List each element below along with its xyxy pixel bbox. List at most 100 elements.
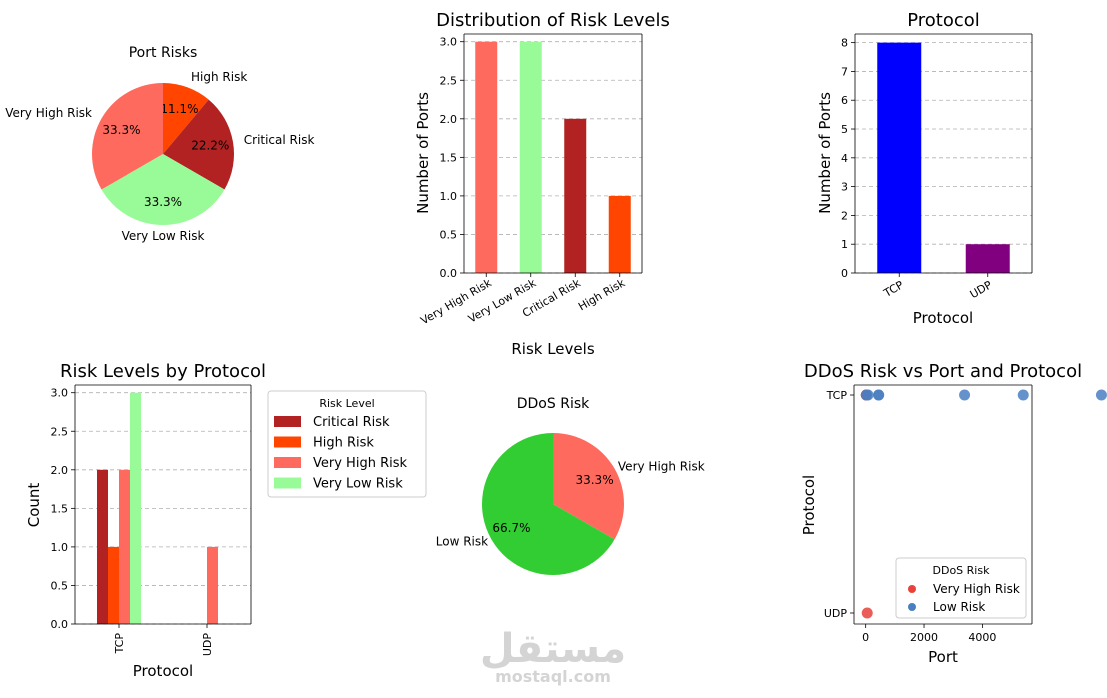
bar: [207, 546, 218, 624]
y-tick-label: 0.5: [440, 228, 458, 241]
chart-title: Distribution of Risk Levels: [436, 10, 670, 31]
y-tick-label: 1.0: [440, 190, 458, 203]
x-tick-label: Very High Risk: [418, 276, 494, 327]
x-tick-label: 2000: [910, 631, 938, 644]
bar: [877, 42, 922, 274]
legend-swatch: [274, 457, 301, 468]
y-tick-label: 8: [841, 37, 848, 50]
chart-port_risks: High Risk 11.1% Critical Risk 22.2% Very Low…: [5, 45, 314, 243]
legend-marker: [908, 585, 916, 593]
x-tick-label: UDP: [968, 278, 995, 301]
y-tick-label: 1.0: [51, 541, 69, 554]
y-tick-label: 2.0: [51, 464, 69, 477]
scatter-point: [873, 389, 885, 401]
chart-ddos_risk: Very High Risk 33.3% Low Risk 66.7% DDoS Ris…: [436, 396, 705, 575]
x-tick-label: TCP: [113, 633, 126, 655]
x-tick-label: 4000: [968, 631, 996, 644]
legend-label: Very Low Risk: [313, 477, 403, 492]
bar: [97, 469, 108, 624]
y-tick-label: 2.0: [440, 113, 458, 126]
legend-title: Risk Level: [319, 397, 374, 410]
pie-slice: [163, 99, 234, 190]
x-axis-label: Protocol: [133, 662, 193, 680]
chart-title: Protocol: [907, 10, 980, 31]
legend-label: Low Risk: [933, 600, 985, 614]
pie-slice: [101, 154, 225, 225]
chart-title: DDoS Risk: [517, 396, 590, 412]
y-axis-label: Count: [25, 483, 43, 528]
chart-ddos_scatter: 0 2000 4000 TCP UDP DDoS Risk vs Port and Pro…: [800, 361, 1107, 666]
pie-slice-label: Very Low Risk: [122, 229, 205, 243]
pie-percent-label: 66.7%: [492, 521, 530, 535]
chart-title: Port Risks: [129, 45, 198, 61]
pie-percent-label: 22.2%: [191, 139, 229, 153]
pie-slice: [92, 83, 163, 190]
bar: [519, 41, 542, 273]
legend-label: Critical Risk: [313, 415, 390, 430]
y-tick-label: 1.5: [440, 151, 458, 164]
scatter-point: [861, 607, 873, 619]
legend: Risk Level Critical Risk High Risk Very Hig…: [267, 390, 427, 498]
pie-slice-label: Critical Risk: [244, 133, 315, 147]
y-tick-label: 2.5: [51, 425, 69, 438]
pie-slice-label: Very High Risk: [618, 459, 705, 473]
chart-title: DDoS Risk vs Port and Protocol: [804, 361, 1082, 382]
bar: [564, 118, 587, 273]
bar: [965, 244, 1010, 273]
y-tick-label: 3.0: [440, 36, 458, 49]
legend-swatch: [274, 416, 301, 427]
pie-slice: [481, 433, 615, 575]
legend-label: Very High Risk: [933, 582, 1020, 596]
pie-slice-label: Very High Risk: [5, 106, 92, 120]
pie-percent-label: 33.3%: [575, 473, 613, 487]
y-tick-label: 7: [841, 65, 848, 78]
y-tick-label: 2: [841, 209, 848, 222]
x-tick-label: 0: [862, 631, 869, 644]
pie-percent-label: 33.3%: [144, 195, 182, 209]
legend-swatch: [274, 436, 301, 448]
pie-percent-label: 33.3%: [102, 123, 140, 137]
scatter-point: [860, 389, 872, 401]
legend-swatch: [274, 477, 301, 489]
y-tick-label: 3: [841, 181, 848, 194]
pie-percent-label: 11.1%: [160, 102, 198, 116]
x-tick-label: High Risk: [576, 276, 628, 313]
y-axis-label: Number of Ports: [414, 92, 432, 214]
y-axis-label: Number of Ports: [816, 92, 834, 214]
legend-label: High Risk: [313, 436, 374, 451]
y-tick-label: 3.0: [51, 387, 69, 400]
x-tick-label: TCP: [881, 278, 906, 300]
y-tick-label: 5: [841, 123, 848, 136]
legend-box: [267, 390, 427, 498]
y-tick-label: 0.0: [440, 267, 458, 280]
legend: DDoS Risk Very High Risk Low Risk: [895, 557, 1027, 619]
bar: [108, 546, 119, 624]
scatter-point: [1095, 389, 1107, 401]
scatter-point: [959, 389, 971, 401]
y-tick-label: UDP: [824, 607, 848, 620]
legend-title: DDoS Risk: [933, 564, 991, 577]
legend-box: [895, 557, 1027, 619]
y-tick-label: 6: [841, 94, 848, 107]
legend-marker: [908, 603, 916, 611]
watermark-url: mostaql.com: [495, 667, 611, 686]
scatter-point: [1017, 389, 1029, 401]
x-axis-label: Protocol: [913, 309, 973, 327]
y-tick-label: 0: [841, 267, 848, 280]
pie-slice: [553, 433, 624, 540]
y-axis-label: Protocol: [800, 475, 818, 535]
bar: [130, 392, 141, 624]
chart-protocol: 0 1 2 3 4 5 6 7 8 TCP UDP Protocol Protocol Number of…: [816, 10, 1033, 327]
y-tick-label: 4: [841, 152, 848, 165]
chart-risk_by_protocol: 0.0 0.5 1.0 1.5 2.0 2.5 3.0 TCP UDP Risk Levels b…: [25, 361, 427, 680]
watermark-logo-text: مستقل: [480, 626, 626, 672]
x-axis-label: Port: [928, 648, 958, 666]
y-tick-label: 0.5: [51, 579, 69, 592]
bar: [475, 41, 498, 273]
chart-title: Risk Levels by Protocol: [60, 361, 266, 382]
y-tick-label: 0.0: [51, 618, 69, 631]
y-tick-label: 1: [841, 238, 848, 251]
